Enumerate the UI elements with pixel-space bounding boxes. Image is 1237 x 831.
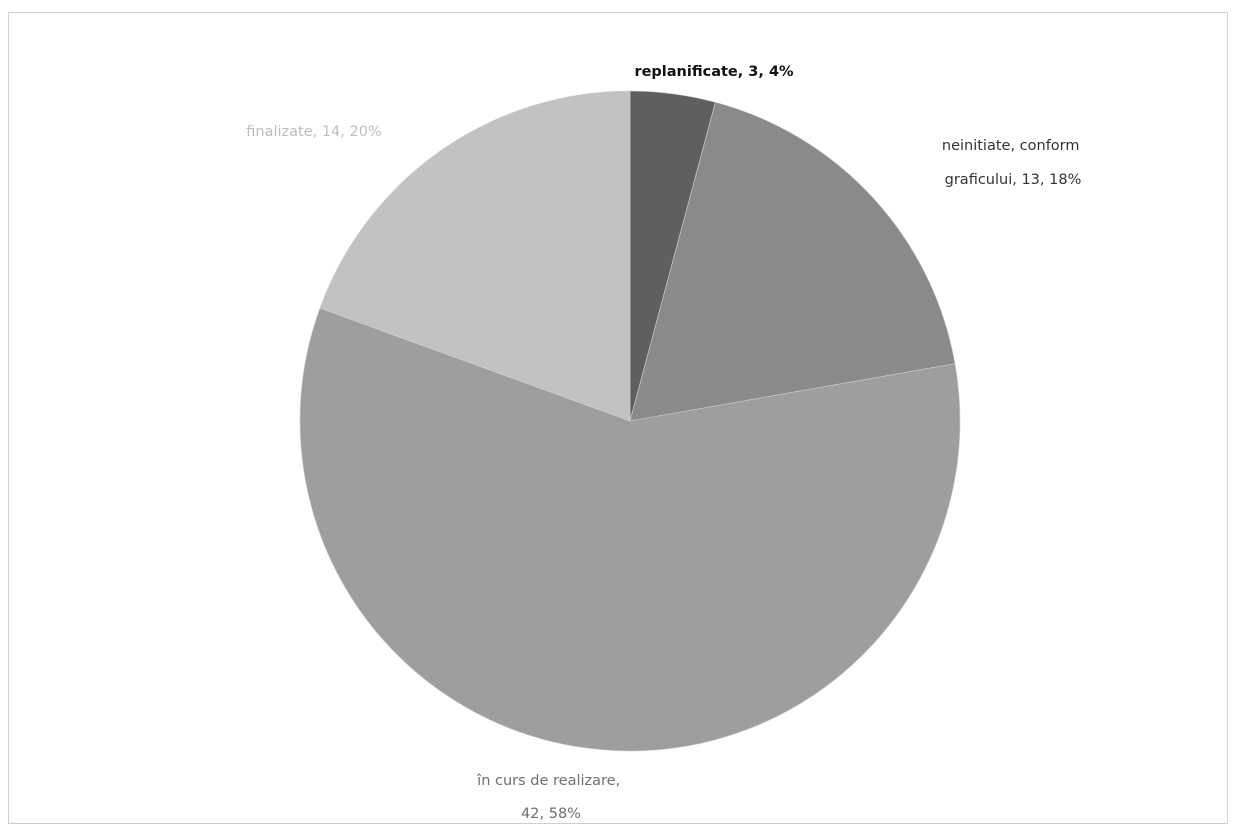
- pie-slice-1: [629, 101, 956, 422]
- data-label-neinitiate-line-1: neinitiate, conform: [942, 138, 1080, 154]
- pie-slice-3: [319, 90, 631, 422]
- data-label-in-curs: în curs de realizare, 42, 58%: [476, 773, 625, 822]
- data-label-neinitiate: neinitiate, conform graficului, 13, 18%: [942, 138, 1084, 188]
- data-label-finalizate: finalizate, 14, 20%: [246, 124, 381, 140]
- data-label-replanificate-line-1: replanificate, 3, 4%: [634, 64, 794, 80]
- pie-slice-2: [299, 307, 961, 752]
- data-label-finalizate-line-1: finalizate, 14, 20%: [246, 124, 381, 140]
- data-label-in-curs-line-2: 42, 58%: [521, 806, 581, 822]
- data-labels: replanificate, 3, 4% neinitiate, conform…: [246, 64, 1084, 822]
- data-label-neinitiate-line-2: graficului, 13, 18%: [945, 172, 1082, 188]
- data-label-in-curs-line-1: în curs de realizare,: [476, 773, 620, 789]
- pie-slices: [299, 90, 961, 752]
- data-label-replanificate: replanificate, 3, 4%: [634, 64, 794, 80]
